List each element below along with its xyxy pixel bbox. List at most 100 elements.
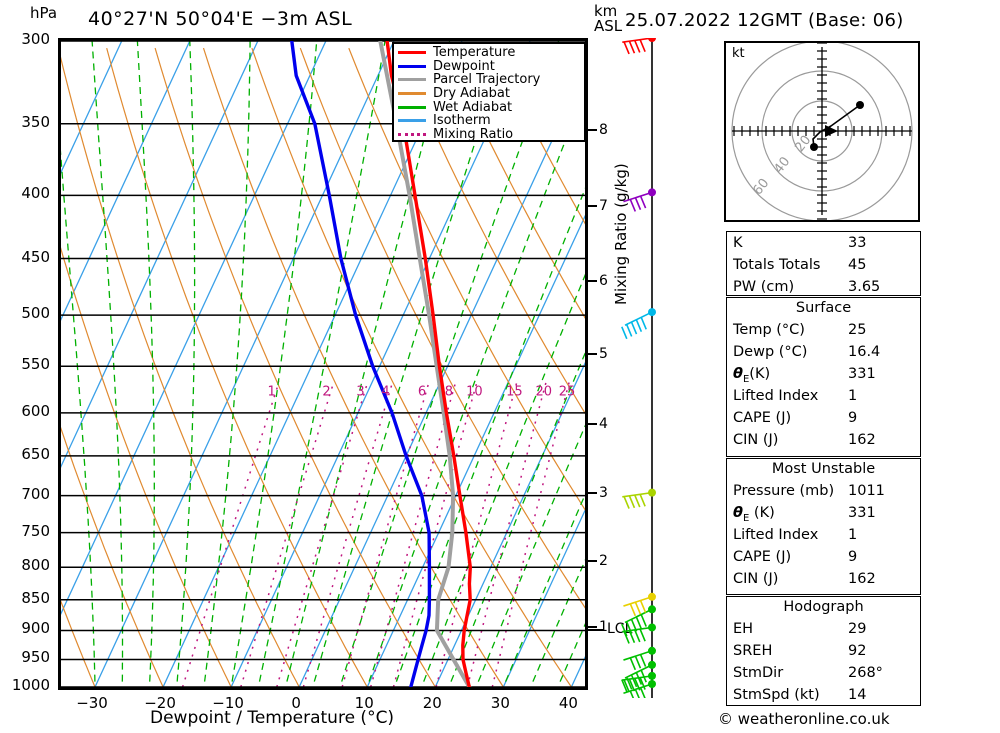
- skewt-svg: 1 2 3 4 6 8 10 15 20 25: [61, 41, 585, 687]
- table-row-value: 268°: [848, 665, 883, 681]
- wind-barb: [621, 605, 656, 637]
- table-row-key: CAPE (J): [733, 549, 792, 565]
- wind-barb: [623, 188, 656, 212]
- table-row-key: CIN (J): [733, 432, 779, 448]
- pressure-tick-label: 350: [21, 112, 50, 131]
- xaxis-title: Dewpoint / Temperature (°C): [150, 708, 395, 728]
- height-tick-mark: [588, 279, 597, 282]
- table-row-value: 1: [848, 527, 858, 543]
- legend-label: Mixing Ratio: [433, 126, 514, 142]
- height-tick-mark: [588, 205, 597, 208]
- table-row-key: CIN (J): [733, 571, 779, 587]
- height-tick-label: 3: [599, 485, 608, 502]
- table-row-value: 162: [848, 571, 876, 587]
- pressure-tick-label: 550: [21, 355, 50, 374]
- legend-label: Temperature: [433, 45, 516, 61]
- mixing-ratio-label: 10: [466, 384, 483, 399]
- legend-item: Wet Adiabat: [398, 100, 580, 114]
- table-row-key: Pressure (mb): [733, 483, 835, 499]
- parcel-trajectory-curve: [378, 41, 472, 687]
- table-row-value: 29: [848, 621, 867, 637]
- mixing-ratio-label: 25: [559, 384, 576, 399]
- mixing-ratio-label: 20: [535, 384, 552, 399]
- legend-swatch-icon: [398, 92, 426, 96]
- mixing-ratio-label: 15: [506, 384, 523, 399]
- table-row: θE(K) 331: [727, 363, 920, 385]
- mixing-ratio-value-labels: 1 2 3 4 6 8 10 15 20 25: [267, 384, 575, 399]
- hodograph-ring-label: 20: [792, 133, 814, 155]
- table-row: Dewp (°C) 16.4: [727, 341, 920, 363]
- height-tick-label: 4: [599, 416, 608, 433]
- pressure-tick-label: 1000: [11, 676, 50, 694]
- wind-barb: [622, 488, 656, 509]
- temperature-tick-label: −20: [144, 694, 176, 712]
- table-row-key: Lifted Index: [733, 388, 819, 404]
- table-row: SREH 92: [727, 640, 920, 662]
- mixing-ratio-label: 8: [445, 384, 453, 399]
- legend-item: Dewpoint: [398, 60, 580, 74]
- legend-label: Dry Adiabat: [433, 86, 510, 102]
- table-row-value: 25: [848, 322, 867, 338]
- table-row-value: 45: [848, 257, 867, 273]
- table-row-key: K: [733, 235, 743, 251]
- legend-swatch-icon: [398, 78, 426, 82]
- pressure-tick-label: 400: [21, 184, 50, 203]
- table-row-key: PW (cm): [733, 279, 795, 295]
- height-unit-label: km ASL: [594, 4, 622, 34]
- hodograph-stats-table: Hodograph EH 29 SREH 92 StmDir 268° StmSpd (kt)…: [726, 596, 921, 706]
- height-tick-label: 7: [599, 198, 608, 215]
- temperature-tick-label: −30: [76, 694, 108, 712]
- table-row-value: 331: [848, 366, 876, 382]
- table-row-value: 331: [848, 505, 876, 521]
- height-tick-mark: [588, 423, 597, 426]
- hodograph-ring-label: 40: [771, 154, 793, 176]
- pressure-tick-label: 450: [21, 247, 50, 266]
- mixing-ratio-label: 1: [267, 384, 275, 399]
- hodograph[interactable]: 20 40 60 kt: [724, 40, 920, 222]
- pressure-unit-label: hPa: [30, 4, 58, 22]
- mixing-ratio-label: 3: [356, 384, 364, 399]
- wind-barb: [623, 592, 656, 617]
- skewt-diagram[interactable]: 1 2 3 4 6 8 10 15 20 25: [58, 38, 588, 690]
- mixing-ratio-label: 4: [381, 384, 389, 399]
- wind-barb: [622, 34, 656, 55]
- legend-item: Parcel Trajectory: [398, 73, 580, 87]
- dewpoint-curve: [290, 41, 432, 687]
- page-title: 40°27'N 50°04'E −3m ASL: [88, 8, 353, 30]
- model-run-title: 25.07.2022 12GMT (Base: 06): [625, 10, 904, 31]
- pressure-tick-label: 900: [21, 619, 50, 638]
- table-row-value: 9: [848, 549, 858, 565]
- wind-barb: [621, 660, 656, 692]
- legend-item: Dry Adiabat: [398, 87, 580, 101]
- table-title: Surface: [795, 300, 852, 316]
- surface-table: Surface Temp (°C) 25 Dewp (°C) 16.4 θE(K) 331 L…: [726, 297, 921, 457]
- pressure-tick-label: 650: [21, 444, 50, 463]
- table-row: Pressure (mb) 1011: [727, 480, 920, 502]
- temperature-tick-label: −10: [212, 694, 244, 712]
- pressure-tick-label: 750: [21, 521, 50, 540]
- temperature-tick-label: 0: [291, 694, 301, 712]
- height-tick-mark: [588, 128, 597, 131]
- legend-item: Temperature: [398, 46, 580, 60]
- copyright-footer: © weatheronline.co.uk: [718, 710, 890, 728]
- pressure-tick-label: 600: [21, 401, 50, 420]
- table-row: CIN (J) 162: [727, 429, 920, 451]
- table-row-value: 162: [848, 432, 876, 448]
- hodograph-top-point: [856, 101, 864, 109]
- pressure-tick-label: 700: [21, 484, 50, 503]
- skewt-plot-area: 1 2 3 4 6 8 10 15 20 25: [61, 41, 585, 687]
- table-row-key: StmSpd (kt): [733, 687, 820, 703]
- table-row: Temp (°C) 25: [727, 319, 920, 341]
- table-row-key: CAPE (J): [733, 410, 792, 426]
- temperature-tick-label: 10: [354, 694, 374, 712]
- height-tick-label: 1: [599, 618, 608, 635]
- table-row-key: Lifted Index: [733, 527, 819, 543]
- table-row-value: 33: [848, 235, 867, 251]
- table-row-key: Totals Totals: [733, 257, 821, 273]
- temperature-tick-label: 30: [490, 694, 510, 712]
- table-row-value: 1: [848, 388, 858, 404]
- table-row-value: 3.65: [848, 279, 881, 295]
- table-row: StmDir 268°: [727, 662, 920, 684]
- wind-barb: [621, 308, 656, 340]
